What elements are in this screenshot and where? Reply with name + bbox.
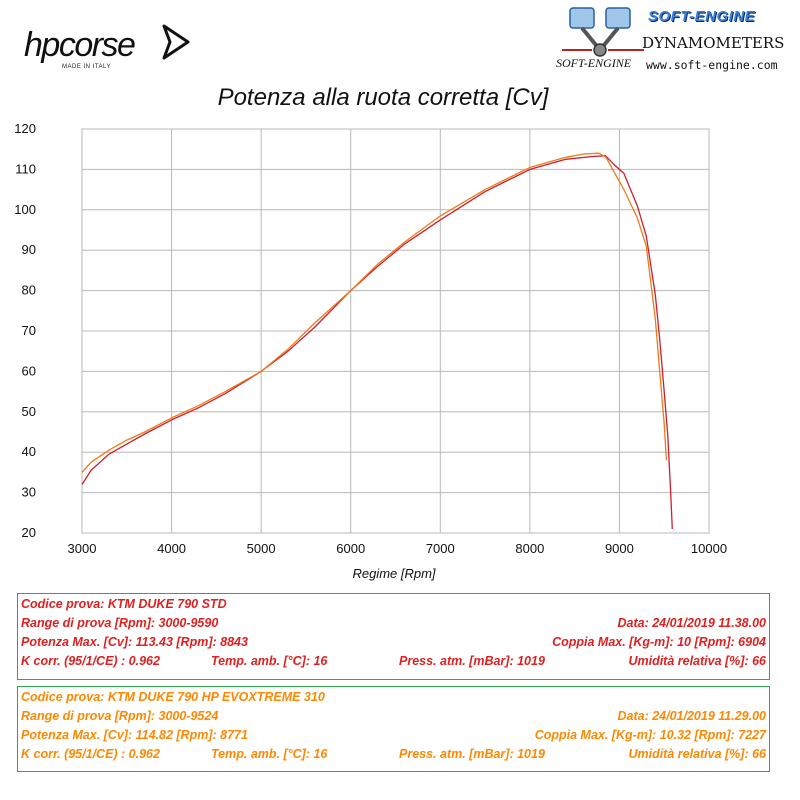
soft-engine-brand: SOFT-ENGINE <box>648 8 756 25</box>
y-tick-label: 20 <box>22 525 36 540</box>
y-tick-label: 110 <box>15 161 36 176</box>
x-tick-label: 9000 <box>605 541 634 556</box>
series-line-1 <box>81 155 673 530</box>
y-tick-label: 120 <box>14 121 36 136</box>
relative-humidity: Umidità relativa [%]: 66 <box>628 747 766 761</box>
soft-engine-small-text: SOFT-ENGINE <box>556 56 632 70</box>
max-torque: Coppia Max. [Kg-m]: 10 [Rpm]: 6904 <box>552 635 766 649</box>
test-code: Codice prova: KTM DUKE 790 STD <box>21 597 227 611</box>
x-tick-label: 6000 <box>336 541 365 556</box>
x-axis-label: Regime [Rpm] <box>352 566 435 581</box>
max-power: Potenza Max. [Cv]: 114.82 [Rpm]: 8771 <box>21 728 248 742</box>
x-tick-label: 7000 <box>426 541 455 556</box>
hpcorse-tagline: MADE IN ITALY <box>62 64 111 70</box>
soft-engine-logo: SOFT-ENGINE DYNAMOMETERS SOFT-ENGINE www… <box>552 4 798 76</box>
y-tick-label: 30 <box>22 485 36 500</box>
y-tick-label: 50 <box>22 404 36 419</box>
hpcorse-logo: hpcorse MADE IN ITALY <box>10 8 190 70</box>
y-tick-label: 80 <box>22 283 36 298</box>
ambient-temp: Temp. amb. [°C]: 16 <box>211 747 328 761</box>
max-torque: Coppia Max. [Kg-m]: 10.32 [Rpm]: 7227 <box>534 728 766 742</box>
dynamometers-text: DYNAMOMETERS <box>642 34 785 52</box>
chevron-right-icon <box>162 24 190 60</box>
y-tick-label: 90 <box>22 242 36 257</box>
k-corr: K corr. (95/1/CE) : 0.962 <box>21 654 160 668</box>
ambient-temp: Temp. amb. [°C]: 16 <box>211 654 328 668</box>
y-tick-label: 100 <box>14 202 36 217</box>
website-url: www.soft-engine.com <box>646 58 778 72</box>
chart-grid <box>81 128 710 534</box>
chart-title: Potenza alla ruota corretta [Cv] <box>217 84 549 111</box>
test-range: Range di prova [Rpm]: 3000-9524 <box>21 709 219 723</box>
series-line-2 <box>81 152 668 473</box>
test-info-box-std: Codice prova: KTM DUKE 790 STD Range di … <box>17 593 770 680</box>
y-tick-label: 60 <box>22 363 36 378</box>
chart-series <box>81 152 673 530</box>
test-info-box-hp: Codice prova: KTM DUKE 790 HP EVOXTREME … <box>17 686 770 772</box>
test-range: Range di prova [Rpm]: 3000-9590 <box>21 616 219 630</box>
test-date: Data: 24/01/2019 11.38.00 <box>617 616 767 630</box>
k-corr: K corr. (95/1/CE) : 0.962 <box>21 747 160 761</box>
x-tick-label: 10000 <box>691 541 727 556</box>
x-tick-label: 4000 <box>157 541 186 556</box>
y-tick-label: 40 <box>22 444 36 459</box>
hpcorse-logo-text: hpcorse <box>24 26 136 64</box>
y-tick-label: 70 <box>22 323 36 338</box>
chart-ticks: 3000 4000 5000 6000 7000 8000 9000 10000 20 30 40 5… <box>14 121 727 556</box>
piston-icon <box>562 7 644 57</box>
atm-pressure: Press. atm. [mBar]: 1019 <box>399 747 545 761</box>
x-tick-label: 8000 <box>515 541 544 556</box>
max-power: Potenza Max. [Cv]: 113.43 [Rpm]: 8843 <box>21 635 248 649</box>
atm-pressure: Press. atm. [mBar]: 1019 <box>399 654 545 668</box>
test-code: Codice prova: KTM DUKE 790 HP EVOXTREME … <box>21 690 325 704</box>
test-date: Data: 24/01/2019 11.29.00 <box>617 709 767 723</box>
relative-humidity: Umidità relativa [%]: 66 <box>628 654 766 668</box>
power-chart: 3000 4000 5000 6000 7000 8000 9000 10000 20 30 40 5… <box>14 121 727 581</box>
x-tick-label: 3000 <box>68 541 97 556</box>
x-tick-label: 5000 <box>247 541 276 556</box>
